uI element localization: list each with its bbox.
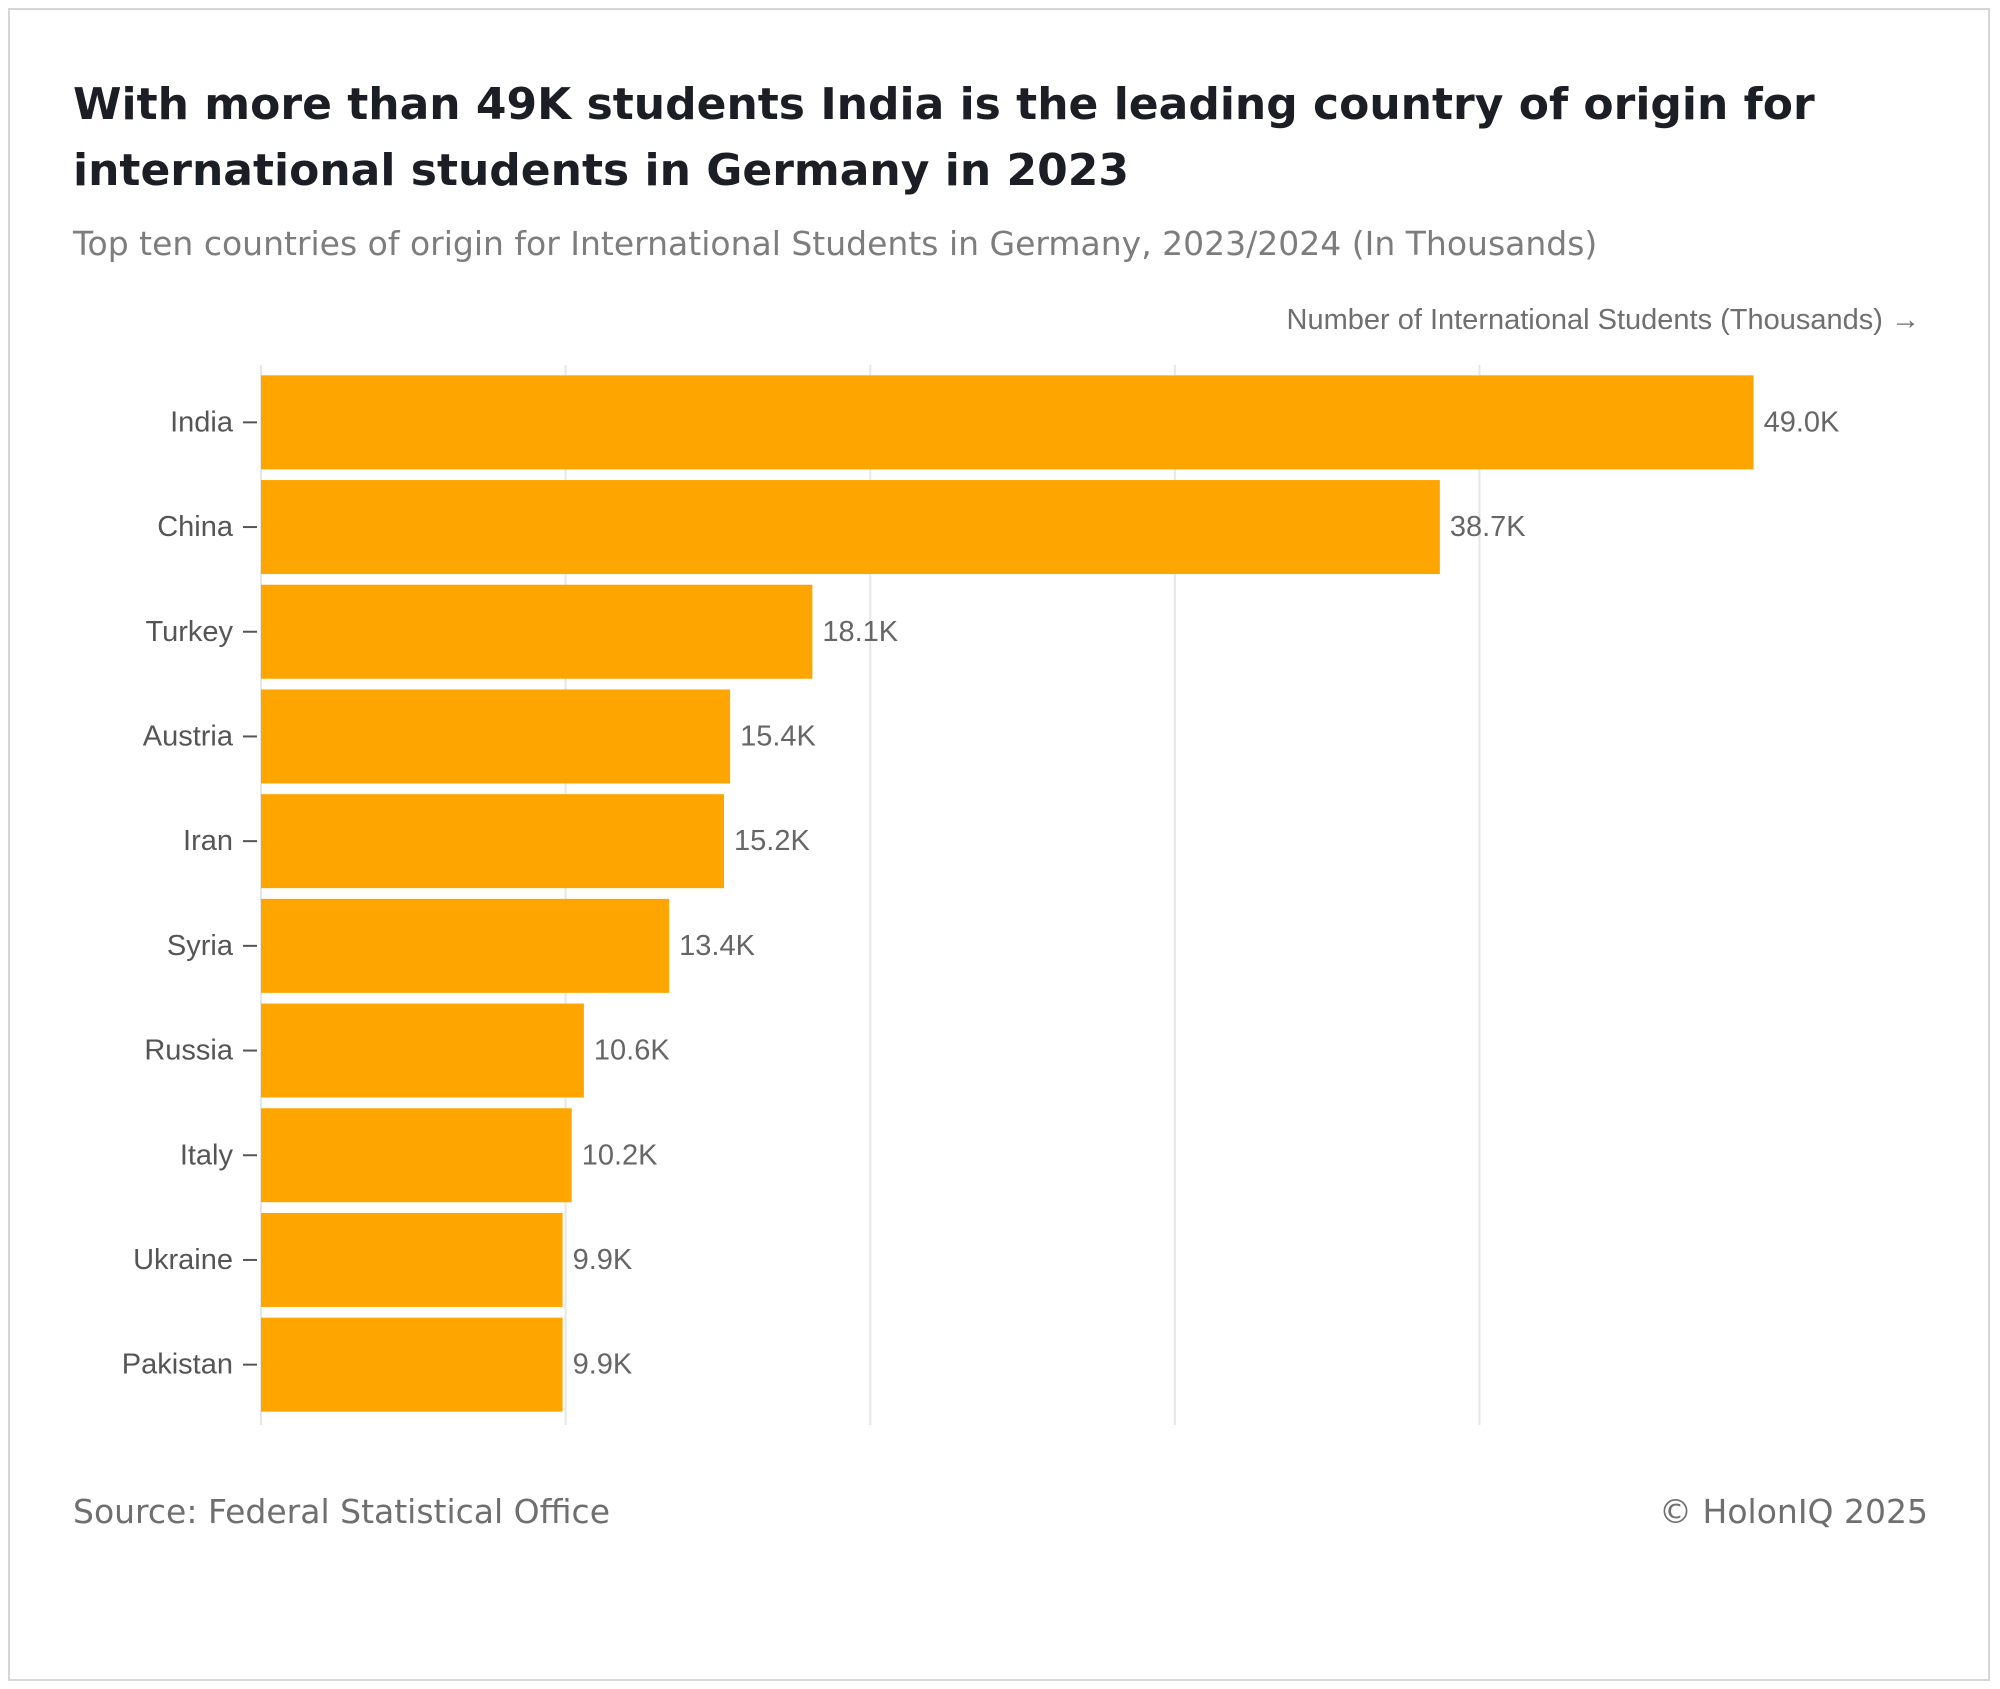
bar-italy [261,1108,572,1203]
y-tick-label-austria: Austria [143,720,234,752]
y-tick-label-india: India [170,406,234,438]
chart-subtitle: Top ten countries of origin for Internat… [73,224,1598,263]
value-label-turkey: 18.1K [822,616,898,648]
bar-austria [261,689,731,784]
value-label-russia: 10.6K [594,1035,670,1067]
y-tick-label-syria: Syria [167,930,234,962]
y-tick-label-italy: Italy [180,1139,234,1171]
bar-iran [261,794,725,889]
bar-pakistan [261,1317,563,1412]
chart-title: With more than 49K students India is the… [73,79,1815,196]
bar-ukraine [261,1212,563,1307]
copyright-note: © HolonIQ 2025 [1659,1492,1928,1531]
value-label-iran: 15.2K [734,825,810,857]
y-tick-label-russia: Russia [144,1035,234,1067]
bar-turkey [261,584,813,679]
value-label-ukraine: 9.9K [573,1244,633,1276]
value-label-syria: 13.4K [679,930,755,962]
y-tick-label-china: China [157,511,234,543]
value-label-italy: 10.2K [582,1139,658,1171]
value-label-china: 38.7K [1450,511,1526,543]
x-axis-title: Number of International Students (Thousa… [1286,304,1921,336]
y-tick-label-turkey: Turkey [145,616,233,648]
value-label-austria: 15.4K [740,720,816,752]
bar-india [261,375,1754,470]
source-note: Source: Federal Statistical Office [73,1492,610,1531]
y-tick-label-iran: Iran [183,825,233,857]
value-label-india: 49.0K [1764,406,1840,438]
y-tick-label-pakistan: Pakistan [122,1349,233,1381]
bar-syria [261,898,670,993]
bar-russia [261,1003,584,1098]
value-label-pakistan: 9.9K [573,1349,633,1381]
bar-china [261,480,1440,575]
y-tick-label-ukraine: Ukraine [133,1244,233,1276]
